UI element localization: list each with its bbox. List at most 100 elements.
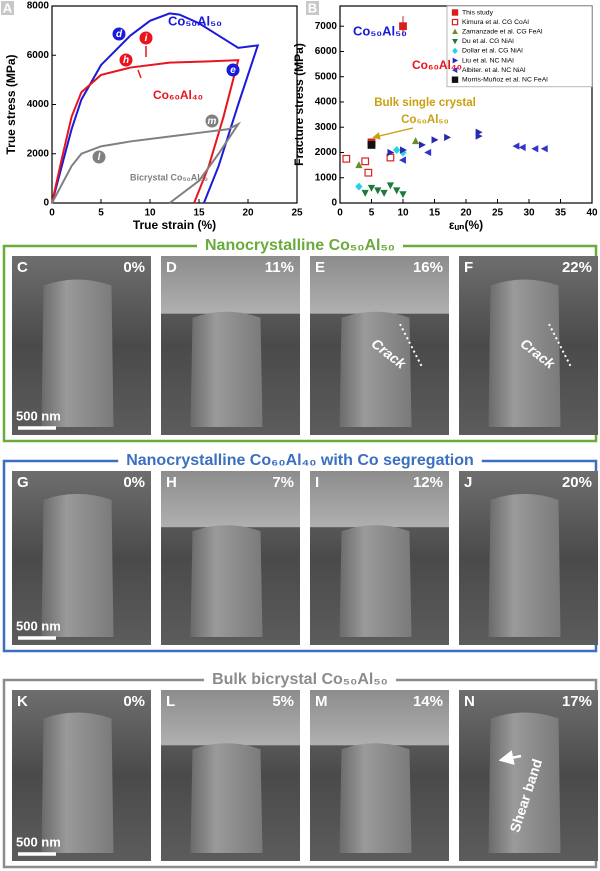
strain-label: 20% (562, 474, 592, 491)
indenter (310, 471, 449, 528)
legend-label: Dollar et al. CG NiAl (462, 48, 523, 55)
point (399, 191, 407, 199)
point (367, 141, 376, 149)
pillar (488, 712, 561, 853)
section-title: Bulk bicrystal Co₅₀Al₅₀ (212, 671, 388, 688)
point (518, 143, 526, 152)
point (451, 18, 459, 26)
x-tick-label: 10 (397, 208, 409, 219)
strain-label: 5% (272, 693, 294, 710)
sem-image (310, 471, 449, 645)
x-tick-label: 40 (586, 208, 598, 219)
legend-label: Albiter. et al. NC NiAl (462, 67, 526, 74)
point (411, 137, 420, 145)
x-tick-label: 0 (49, 208, 55, 219)
point (531, 145, 539, 153)
sem-image (161, 256, 300, 435)
point (444, 133, 452, 141)
panel-letter: A (3, 0, 13, 15)
point-marker-label: d (116, 29, 123, 40)
y-tick-label: 2000 (27, 148, 50, 159)
strain-label: 0% (123, 693, 145, 710)
point (512, 142, 520, 150)
panel-letter: J (464, 474, 472, 491)
section-title-bg (196, 238, 404, 254)
point (475, 132, 483, 140)
pillar (339, 743, 412, 853)
x-tick-label: 30 (523, 208, 535, 219)
point-marker-label: l (98, 152, 101, 163)
point (451, 67, 458, 73)
sem-image (310, 690, 449, 861)
point (361, 157, 370, 166)
sem-image (459, 471, 598, 645)
x-tick-label: 15 (193, 208, 205, 219)
section-title: Nanocrystalline Co₅₀Al₅₀ (205, 237, 395, 254)
pillar (41, 279, 114, 427)
indenter (310, 256, 449, 314)
section-title-bg (204, 672, 396, 688)
strain-label: 0% (123, 259, 145, 276)
point (431, 136, 439, 144)
point-marker-label: h (123, 55, 129, 66)
y-tick-label: 4000 (27, 99, 50, 110)
point (361, 189, 369, 197)
legend-label: Liu et al. NC NiAl (462, 57, 514, 64)
x-tick-label: 35 (555, 208, 567, 219)
panel-letter-box (306, 1, 319, 15)
annotation: Co₆₀Al₄₀ (412, 58, 462, 72)
panel-letter: N (464, 693, 475, 710)
point (380, 189, 388, 197)
legend-label: Zamanzade et al. CG FeAl (462, 28, 543, 35)
point (393, 187, 401, 195)
point (355, 161, 363, 169)
sem-image (12, 256, 151, 435)
scale-bar-label: 500 nm (16, 618, 61, 633)
x-axis-label: True strain (%) (133, 218, 216, 232)
panel-letter: M (315, 693, 328, 710)
panel-letter-box (1, 1, 14, 15)
section-title-bg (118, 453, 482, 469)
point (424, 148, 432, 157)
y-tick-label: 2000 (315, 147, 338, 158)
point-marker (119, 53, 133, 67)
x-tick-label: 25 (492, 208, 504, 219)
legend-label: Morris-Muñoz et al. NC FeAl (462, 76, 548, 83)
point (451, 9, 459, 16)
x-tick-label: 5 (369, 208, 375, 219)
pillar (41, 712, 114, 853)
y-tick-label: 6000 (27, 50, 50, 61)
point (418, 141, 426, 149)
strain-label: 22% (562, 259, 592, 276)
sem-image (12, 471, 151, 645)
sem-image (161, 471, 300, 645)
legend-label: Du et al. CG NiAl (462, 38, 514, 45)
pillar (488, 279, 561, 427)
y-tick-label: 0 (331, 198, 337, 209)
strain-label: 16% (413, 259, 443, 276)
point (400, 146, 407, 154)
x-tick-label: 25 (291, 208, 303, 219)
point-marker (139, 31, 153, 45)
strain-label: 14% (413, 693, 443, 710)
point (367, 184, 376, 192)
pillar (190, 525, 263, 637)
annotation-arrow (498, 750, 522, 765)
y-tick-label: 1000 (315, 172, 338, 183)
point (386, 182, 395, 190)
indenter (161, 256, 300, 314)
point (355, 182, 363, 191)
x-tick-label: 10 (144, 208, 156, 219)
panel-letter: E (315, 259, 325, 276)
indenter (161, 690, 300, 746)
y-tick-label: 8000 (27, 1, 50, 12)
x-tick-label: 15 (429, 208, 441, 219)
panel-letter: B (308, 0, 317, 15)
indenter (310, 690, 449, 746)
x-tick-label: 20 (460, 208, 472, 219)
point (399, 148, 407, 157)
point-marker (112, 27, 126, 41)
y-tick-label: 0 (43, 198, 49, 209)
sem-image (459, 690, 598, 861)
